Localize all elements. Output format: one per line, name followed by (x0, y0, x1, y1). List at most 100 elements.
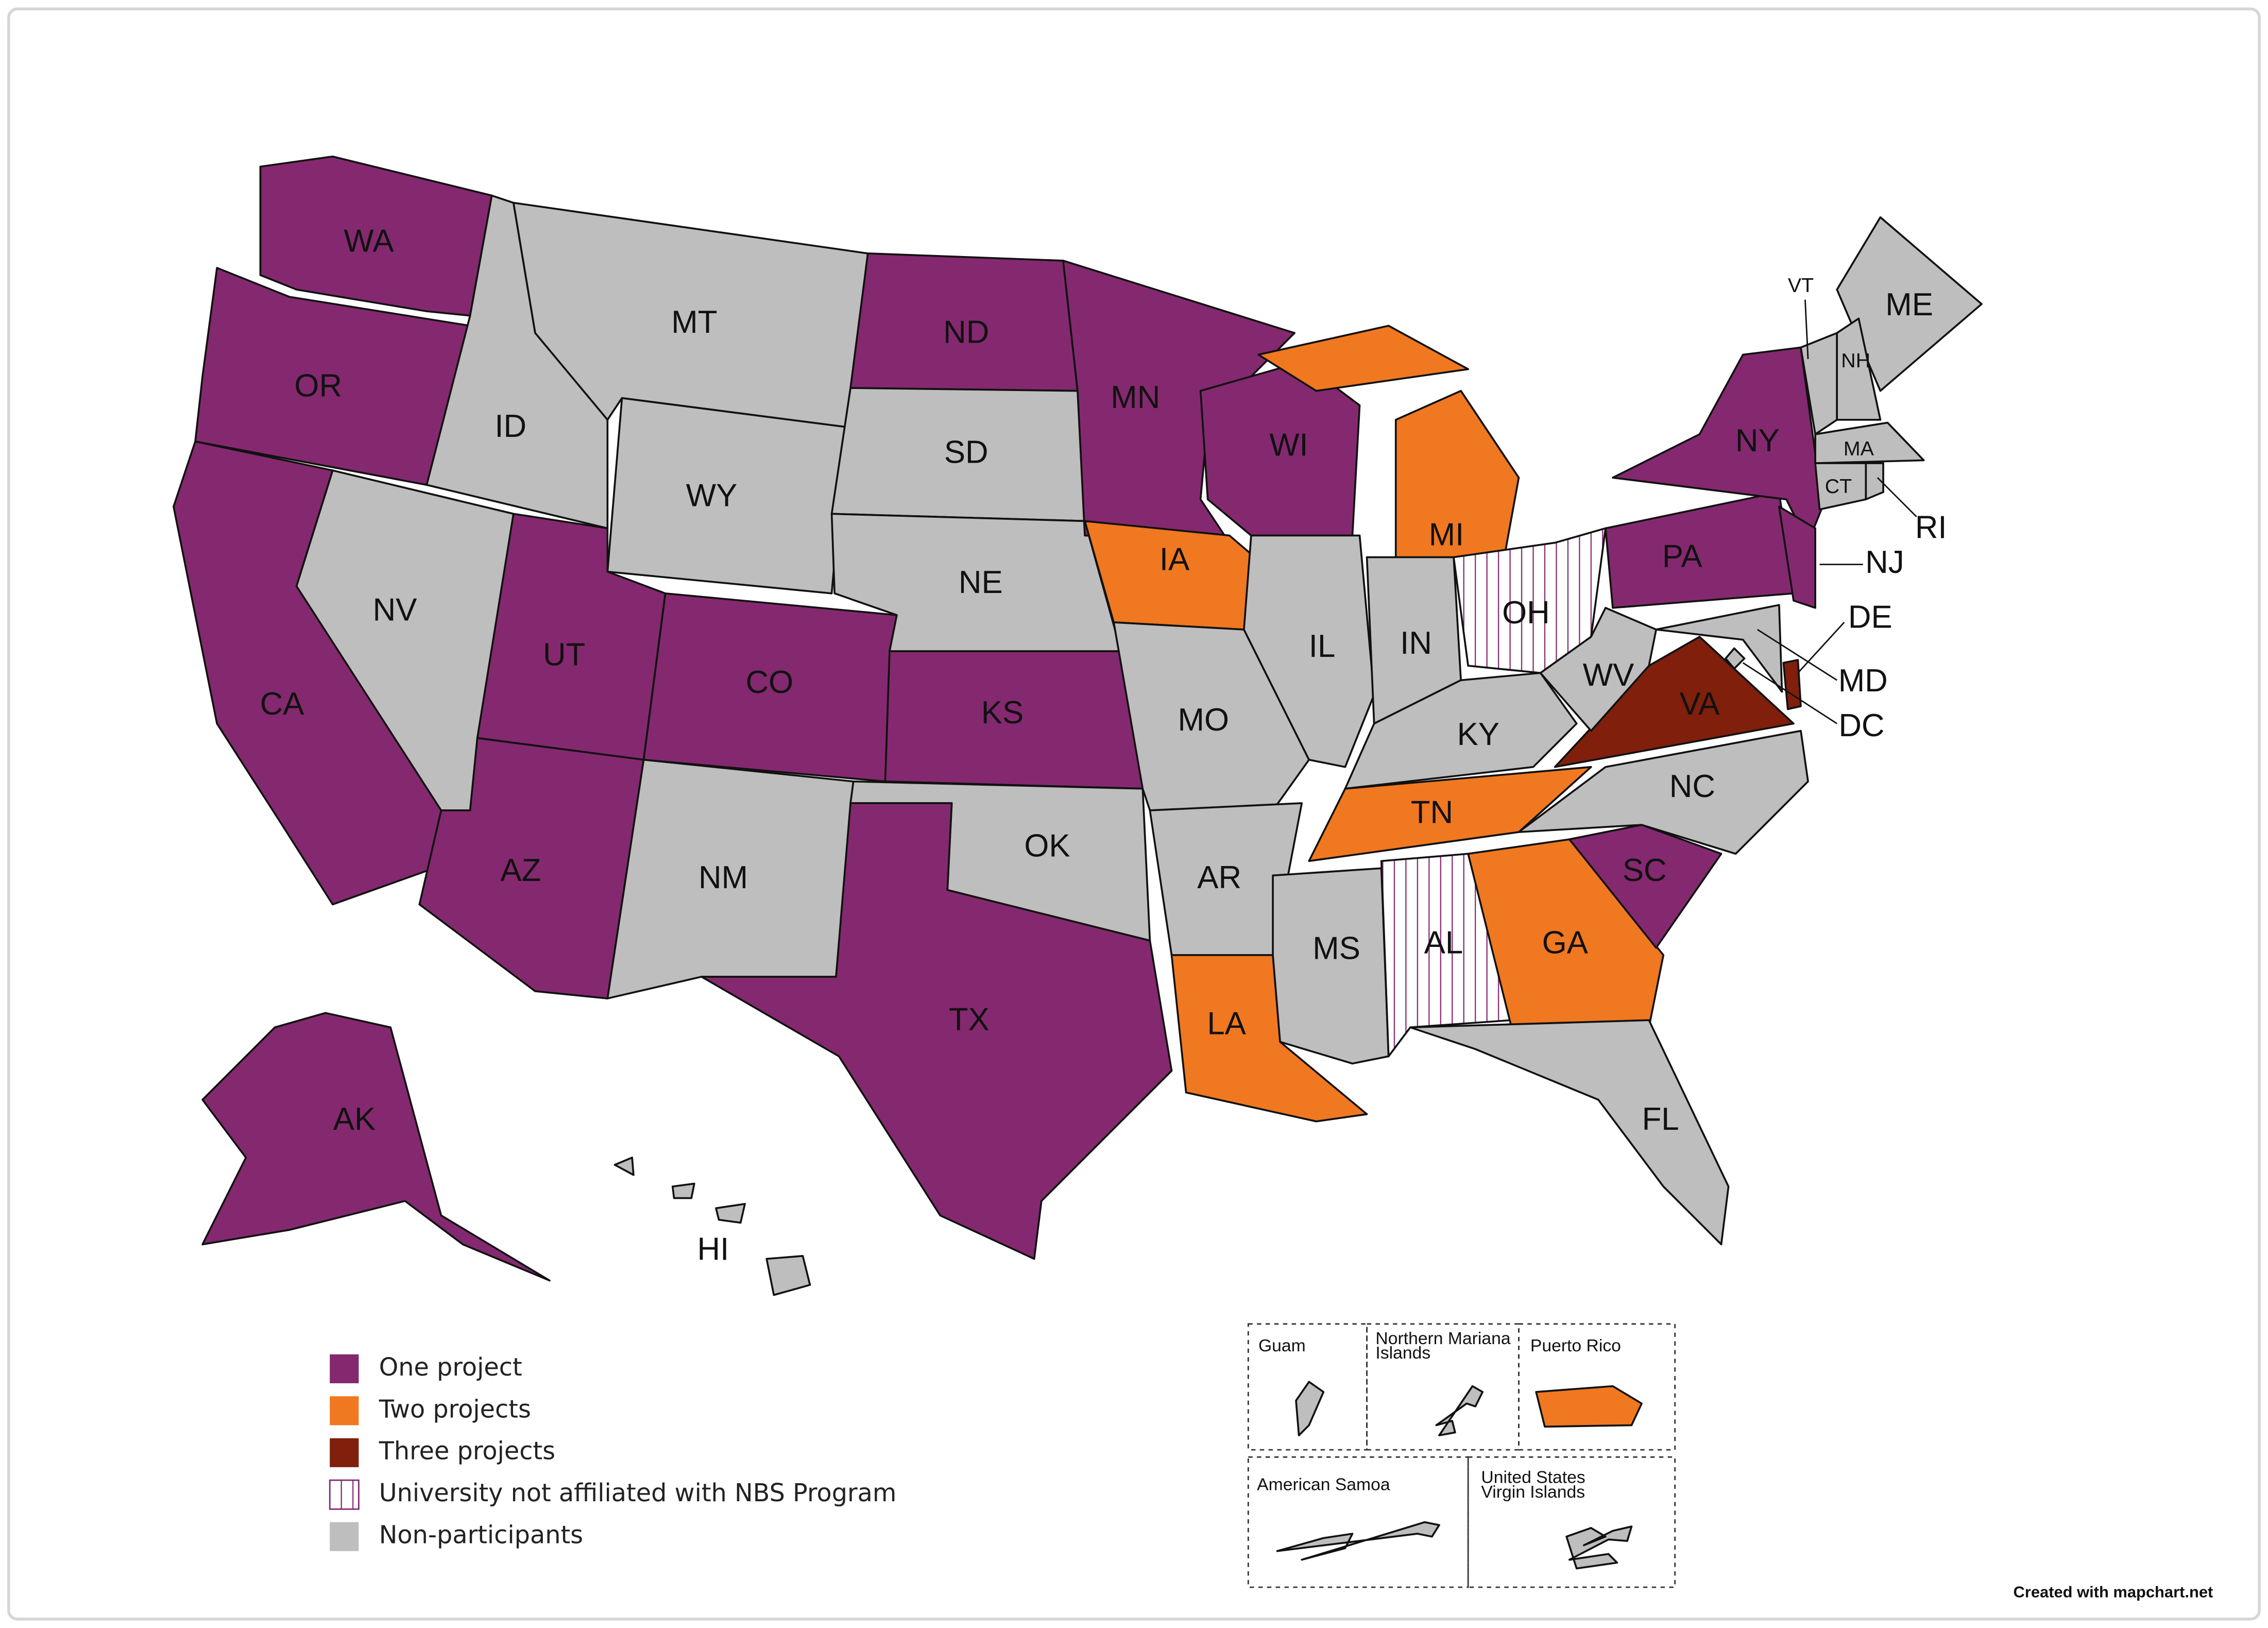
state-label: AR (1197, 860, 1241, 895)
state-label: NE (959, 565, 1003, 600)
credit: Created with mapchart.net (2014, 1583, 2213, 1601)
territory-label: Islands (1375, 1344, 1430, 1363)
territory-label: Guam (1258, 1336, 1306, 1355)
state-shape (606, 397, 847, 595)
state-label: AL (1424, 925, 1463, 960)
state-shape (1467, 838, 1665, 1029)
state-label: MN (1111, 380, 1160, 415)
territory-label: Northern Mariana (1375, 1329, 1510, 1348)
state-shape (1380, 853, 1513, 1058)
state-shape (1568, 824, 1723, 949)
territory-shape (1295, 1381, 1325, 1436)
state-label: NM (698, 860, 748, 895)
state-label: KY (1457, 717, 1499, 752)
legend-swatch (330, 1354, 359, 1383)
state-label: CT (1825, 475, 1852, 498)
state-label: VA (1680, 686, 1720, 722)
state-label: MS (1312, 931, 1360, 966)
territory-shape (1276, 1521, 1440, 1561)
state-shape (1865, 462, 1884, 501)
state-label: WI (1269, 427, 1308, 463)
legend-label: One project (379, 1353, 522, 1382)
territory-label: United States (1481, 1468, 1585, 1487)
state-label: NH (1841, 349, 1870, 372)
state-label: CA (260, 686, 305, 722)
state-label: DC (1838, 708, 1884, 743)
state-label: OH (1502, 595, 1550, 631)
state-label: CO (746, 665, 794, 700)
leader-line (1804, 299, 1809, 359)
state-label: NY (1735, 423, 1780, 459)
state-label: NV (373, 592, 417, 628)
territory-label: American Samoa (1257, 1476, 1390, 1495)
state-label: NC (1669, 769, 1715, 804)
state-shape (1814, 421, 1925, 464)
territory-shape (1565, 1525, 1633, 1570)
legend-label: Non-participants (379, 1521, 583, 1550)
state-label: MA (1844, 437, 1874, 460)
state-shape (701, 802, 1173, 1260)
state-label: LA (1207, 1006, 1246, 1042)
state-label: WA (344, 224, 394, 259)
state-label: PA (1662, 539, 1703, 574)
state-shape (1655, 604, 1783, 693)
state-label: AK (333, 1101, 376, 1137)
state-label: ME (1885, 287, 1933, 323)
leader-line (1877, 477, 1917, 517)
state-label: IN (1400, 625, 1432, 661)
state-label: RI (1915, 510, 1947, 546)
legend-swatch (330, 1438, 359, 1467)
territory-shape (1535, 1385, 1643, 1428)
state-label: UT (543, 637, 585, 673)
state-shape (1725, 647, 1746, 670)
state-label: AZ (500, 853, 541, 888)
legend-label: Two projects (379, 1395, 531, 1423)
state-label: KS (981, 695, 1024, 731)
state-label: GA (1542, 925, 1589, 960)
state-label: MO (1178, 702, 1230, 738)
legend-label: University not affiliated with NBS Progr… (379, 1479, 897, 1507)
territory-shape (1435, 1385, 1484, 1436)
state-label: WY (686, 478, 738, 514)
state-shape (201, 1012, 551, 1282)
leader-line (1742, 662, 1837, 724)
state-shape (1409, 1019, 1730, 1246)
state-shape (613, 1157, 811, 1296)
legend-swatch (330, 1522, 359, 1551)
state-label: MI (1429, 517, 1464, 553)
state-label: MD (1838, 663, 1888, 699)
leader-line (1797, 621, 1845, 674)
states (173, 155, 1983, 1296)
legend-swatch (330, 1396, 359, 1426)
state-label: TX (949, 1002, 990, 1037)
legend-label: Three projects (379, 1437, 555, 1466)
state-label: HI (697, 1232, 729, 1267)
state-label: SD (944, 435, 988, 470)
state-shape (259, 155, 493, 317)
state-label: WV (1583, 657, 1634, 693)
state-label: OK (1024, 828, 1070, 863)
state-shape (1062, 260, 1296, 544)
state-label: IA (1159, 541, 1190, 577)
territory-label: Puerto Rico (1530, 1336, 1621, 1355)
state-shape (1257, 325, 1520, 566)
state-shape (1612, 346, 1823, 544)
state-shape (1243, 534, 1375, 768)
territory-label: Virgin Islands (1481, 1483, 1585, 1502)
state-label: DE (1848, 600, 1892, 635)
state-label: ND (943, 314, 989, 350)
state-shape (1836, 317, 1882, 421)
state-label: ID (494, 409, 526, 444)
state-label: SC (1623, 853, 1667, 888)
state-shape (1778, 505, 1816, 609)
territory-frames (1247, 1323, 1676, 1588)
state-label: IL (1309, 629, 1336, 664)
state-label: OR (294, 368, 342, 403)
state-label: VT (1788, 274, 1814, 297)
state-label: FL (1642, 1101, 1679, 1137)
state-label: NJ (1865, 545, 1904, 580)
leader-line (1757, 629, 1837, 681)
legend-swatch (329, 1479, 360, 1510)
state-shape (1517, 730, 1809, 855)
